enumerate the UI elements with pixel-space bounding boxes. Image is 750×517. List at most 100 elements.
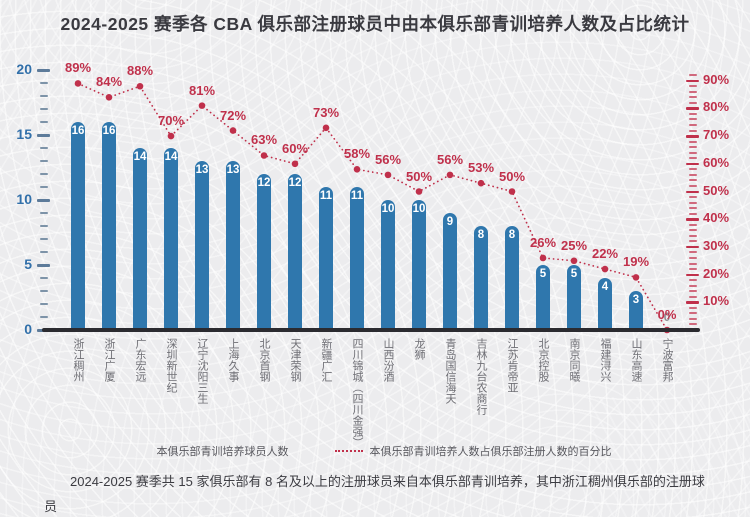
percent-dot	[632, 274, 640, 281]
percent-dot	[229, 127, 237, 134]
club-label: 龙狮	[413, 338, 425, 360]
bar-value-label: 12	[288, 177, 302, 189]
right-axis-minor-tick	[689, 173, 697, 176]
right-axis-minor-tick	[689, 151, 697, 154]
right-axis-minor-tick	[689, 118, 697, 121]
percent-dot	[570, 257, 578, 265]
percent-label: 50%	[498, 168, 526, 184]
right-axis-minor-tick	[689, 196, 697, 199]
right-axis-minor-tick	[689, 229, 697, 232]
percent-dot	[477, 179, 485, 187]
bar	[164, 148, 178, 330]
right-axis-minor-tick	[689, 256, 697, 259]
right-axis-minor-tick	[689, 124, 697, 127]
club-label: 浙江稠州	[72, 338, 84, 382]
percent-label: 19%	[622, 254, 650, 270]
bar	[443, 213, 457, 330]
club-label: 天津荣钢	[289, 338, 301, 382]
right-axis-label: 60%	[703, 154, 730, 170]
bar-series-marker-icon	[139, 446, 150, 457]
right-axis-tick	[686, 135, 699, 138]
right-axis-minor-tick	[689, 295, 697, 298]
bar	[350, 187, 364, 330]
left-axis-label: 5	[24, 256, 32, 272]
percent-label: 81%	[188, 82, 216, 98]
right-axis-label: 20%	[703, 265, 730, 281]
right-axis-tick	[686, 190, 699, 193]
percent-dot	[353, 166, 361, 173]
right-axis-tick	[686, 273, 699, 277]
bar-value-label: 10	[412, 203, 426, 215]
club-label: 吉林九台农商行	[475, 338, 487, 415]
right-axis-minor-tick	[689, 140, 697, 143]
right-axis-minor-tick	[689, 284, 697, 287]
x-axis-line	[42, 328, 700, 332]
right-axis-minor-tick	[689, 85, 697, 88]
left-axis-minor-tick	[40, 121, 48, 123]
right-axis-minor-tick	[689, 251, 697, 254]
right-axis-tick	[686, 107, 699, 110]
legend-item-line: 本俱乐部青训培养人数占俱乐部注册人数的百分比	[334, 443, 612, 459]
left-axis-minor-tick	[40, 160, 48, 162]
percent-label: 50%	[405, 168, 433, 184]
bar-value-label: 16	[71, 125, 85, 137]
left-axis-label: 10	[16, 191, 32, 207]
bar-value-label: 9	[446, 216, 454, 228]
club-label: 北京控股	[537, 338, 549, 382]
bar	[102, 122, 116, 330]
right-axis-tick	[686, 301, 699, 304]
club-label: 浙江广厦	[103, 338, 115, 382]
bar	[195, 161, 209, 330]
right-axis-minor-tick	[689, 184, 697, 187]
left-axis-minor-tick	[40, 316, 48, 318]
bar-value-label: 13	[226, 164, 240, 176]
bar	[288, 174, 302, 330]
right-axis-tick	[686, 218, 699, 221]
percent-dot	[446, 171, 454, 179]
percent-label: 0%	[657, 307, 677, 322]
club-label: 四川锦城（四川金强）	[351, 338, 363, 448]
right-axis-minor-tick	[689, 207, 697, 210]
percent-dot	[291, 160, 299, 168]
percent-dot	[322, 124, 330, 132]
left-axis-minor-tick	[40, 238, 48, 240]
left-axis-minor-tick	[40, 251, 48, 253]
bar	[381, 200, 395, 330]
left-axis-label: 0	[24, 321, 32, 337]
left-axis-tick	[37, 199, 50, 202]
bar	[474, 226, 488, 330]
left-axis-tick	[37, 134, 50, 137]
right-axis-label: 50%	[703, 182, 730, 198]
percent-dot	[384, 171, 392, 179]
right-axis-minor-tick	[689, 129, 697, 132]
right-axis-minor-tick	[689, 279, 697, 282]
right-axis-label: 10%	[703, 293, 730, 309]
bar	[319, 187, 333, 330]
left-axis-tick	[37, 264, 50, 267]
bar-value-label: 3	[632, 294, 640, 306]
percent-label: 70%	[157, 113, 185, 129]
left-axis-label: 20	[16, 61, 32, 77]
right-axis-label: 90%	[703, 71, 730, 87]
right-axis-minor-tick	[689, 306, 697, 309]
club-label: 广东宏远	[134, 338, 146, 382]
percent-dot	[601, 265, 609, 273]
footer-line-1: 2024-2025 赛季共 15 家俱乐部有 8 名及以上的注册球员来自本俱乐部…	[44, 474, 705, 514]
club-label: 北京首钢	[258, 338, 270, 382]
legend: 本俱乐部青训培养球员人数 本俱乐部青训培养人数占俱乐部注册人数的百分比	[0, 443, 750, 459]
percent-dot	[167, 132, 175, 140]
left-axis-minor-tick	[40, 95, 48, 97]
right-axis-tick	[686, 79, 699, 83]
right-axis-minor-tick	[689, 74, 697, 77]
bar-value-label: 4	[601, 281, 609, 293]
left-axis-minor-tick	[40, 147, 48, 149]
club-label: 宁波富邦	[661, 338, 673, 382]
right-axis-minor-tick	[689, 268, 697, 271]
left-axis-minor-tick	[40, 212, 48, 214]
left-axis-minor-tick	[40, 225, 48, 227]
club-label: 江苏肯帝亚	[506, 338, 518, 393]
right-axis-minor-tick	[689, 262, 697, 265]
right-axis-tick	[686, 162, 699, 166]
right-axis-tick	[686, 245, 699, 249]
